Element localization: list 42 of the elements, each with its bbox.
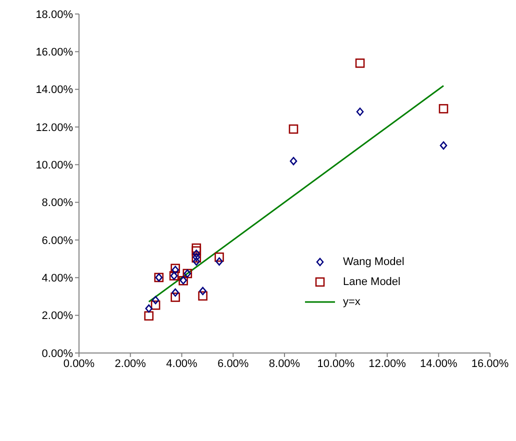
y-tick-label: 16.00% xyxy=(36,46,74,59)
legend-label: y=x xyxy=(343,296,360,308)
x-tick-label: 2.00% xyxy=(114,358,146,370)
point xyxy=(438,104,448,114)
y-tick-label: 12.00% xyxy=(36,122,74,134)
y-tick-label: 4.00% xyxy=(42,272,74,285)
y-tick-label: 8.00% xyxy=(42,197,74,210)
x-tick-label: 0.00% xyxy=(63,358,95,370)
x-tick-label: 8.00% xyxy=(268,358,300,370)
x-tick-label: 14.00% xyxy=(420,358,458,370)
y-tick-label: 14.00% xyxy=(36,84,74,96)
point xyxy=(198,291,208,301)
point xyxy=(355,58,365,68)
point xyxy=(192,257,200,266)
y-tick-label: 18.00% xyxy=(36,8,74,21)
point xyxy=(152,296,160,304)
point xyxy=(288,124,298,134)
y-tick-label: 2.00% xyxy=(42,310,74,322)
point xyxy=(145,304,153,313)
point xyxy=(216,257,223,266)
y-tick-label: 10.00% xyxy=(36,160,74,172)
point xyxy=(192,243,202,253)
point xyxy=(144,311,154,321)
x-tick-label: 4.00% xyxy=(166,358,198,370)
point xyxy=(150,300,160,310)
point xyxy=(356,108,364,116)
y-tick-label: 0.00% xyxy=(42,348,74,360)
point xyxy=(172,288,179,297)
y-tick-label: 6.00% xyxy=(42,234,74,247)
point xyxy=(440,141,448,150)
legend-label: Wang Model xyxy=(343,256,404,268)
point xyxy=(192,250,200,258)
x-tick-label: 12.00% xyxy=(368,358,406,370)
x-tick-label: 16.00% xyxy=(471,358,509,370)
point xyxy=(214,252,224,262)
x-tick-label: 10.00% xyxy=(317,358,355,370)
point xyxy=(192,246,202,256)
point xyxy=(290,156,298,166)
legend-label: Lane Model xyxy=(343,276,400,288)
x-tick-label: 6.00% xyxy=(218,358,249,370)
point xyxy=(199,286,206,296)
point xyxy=(170,292,180,302)
